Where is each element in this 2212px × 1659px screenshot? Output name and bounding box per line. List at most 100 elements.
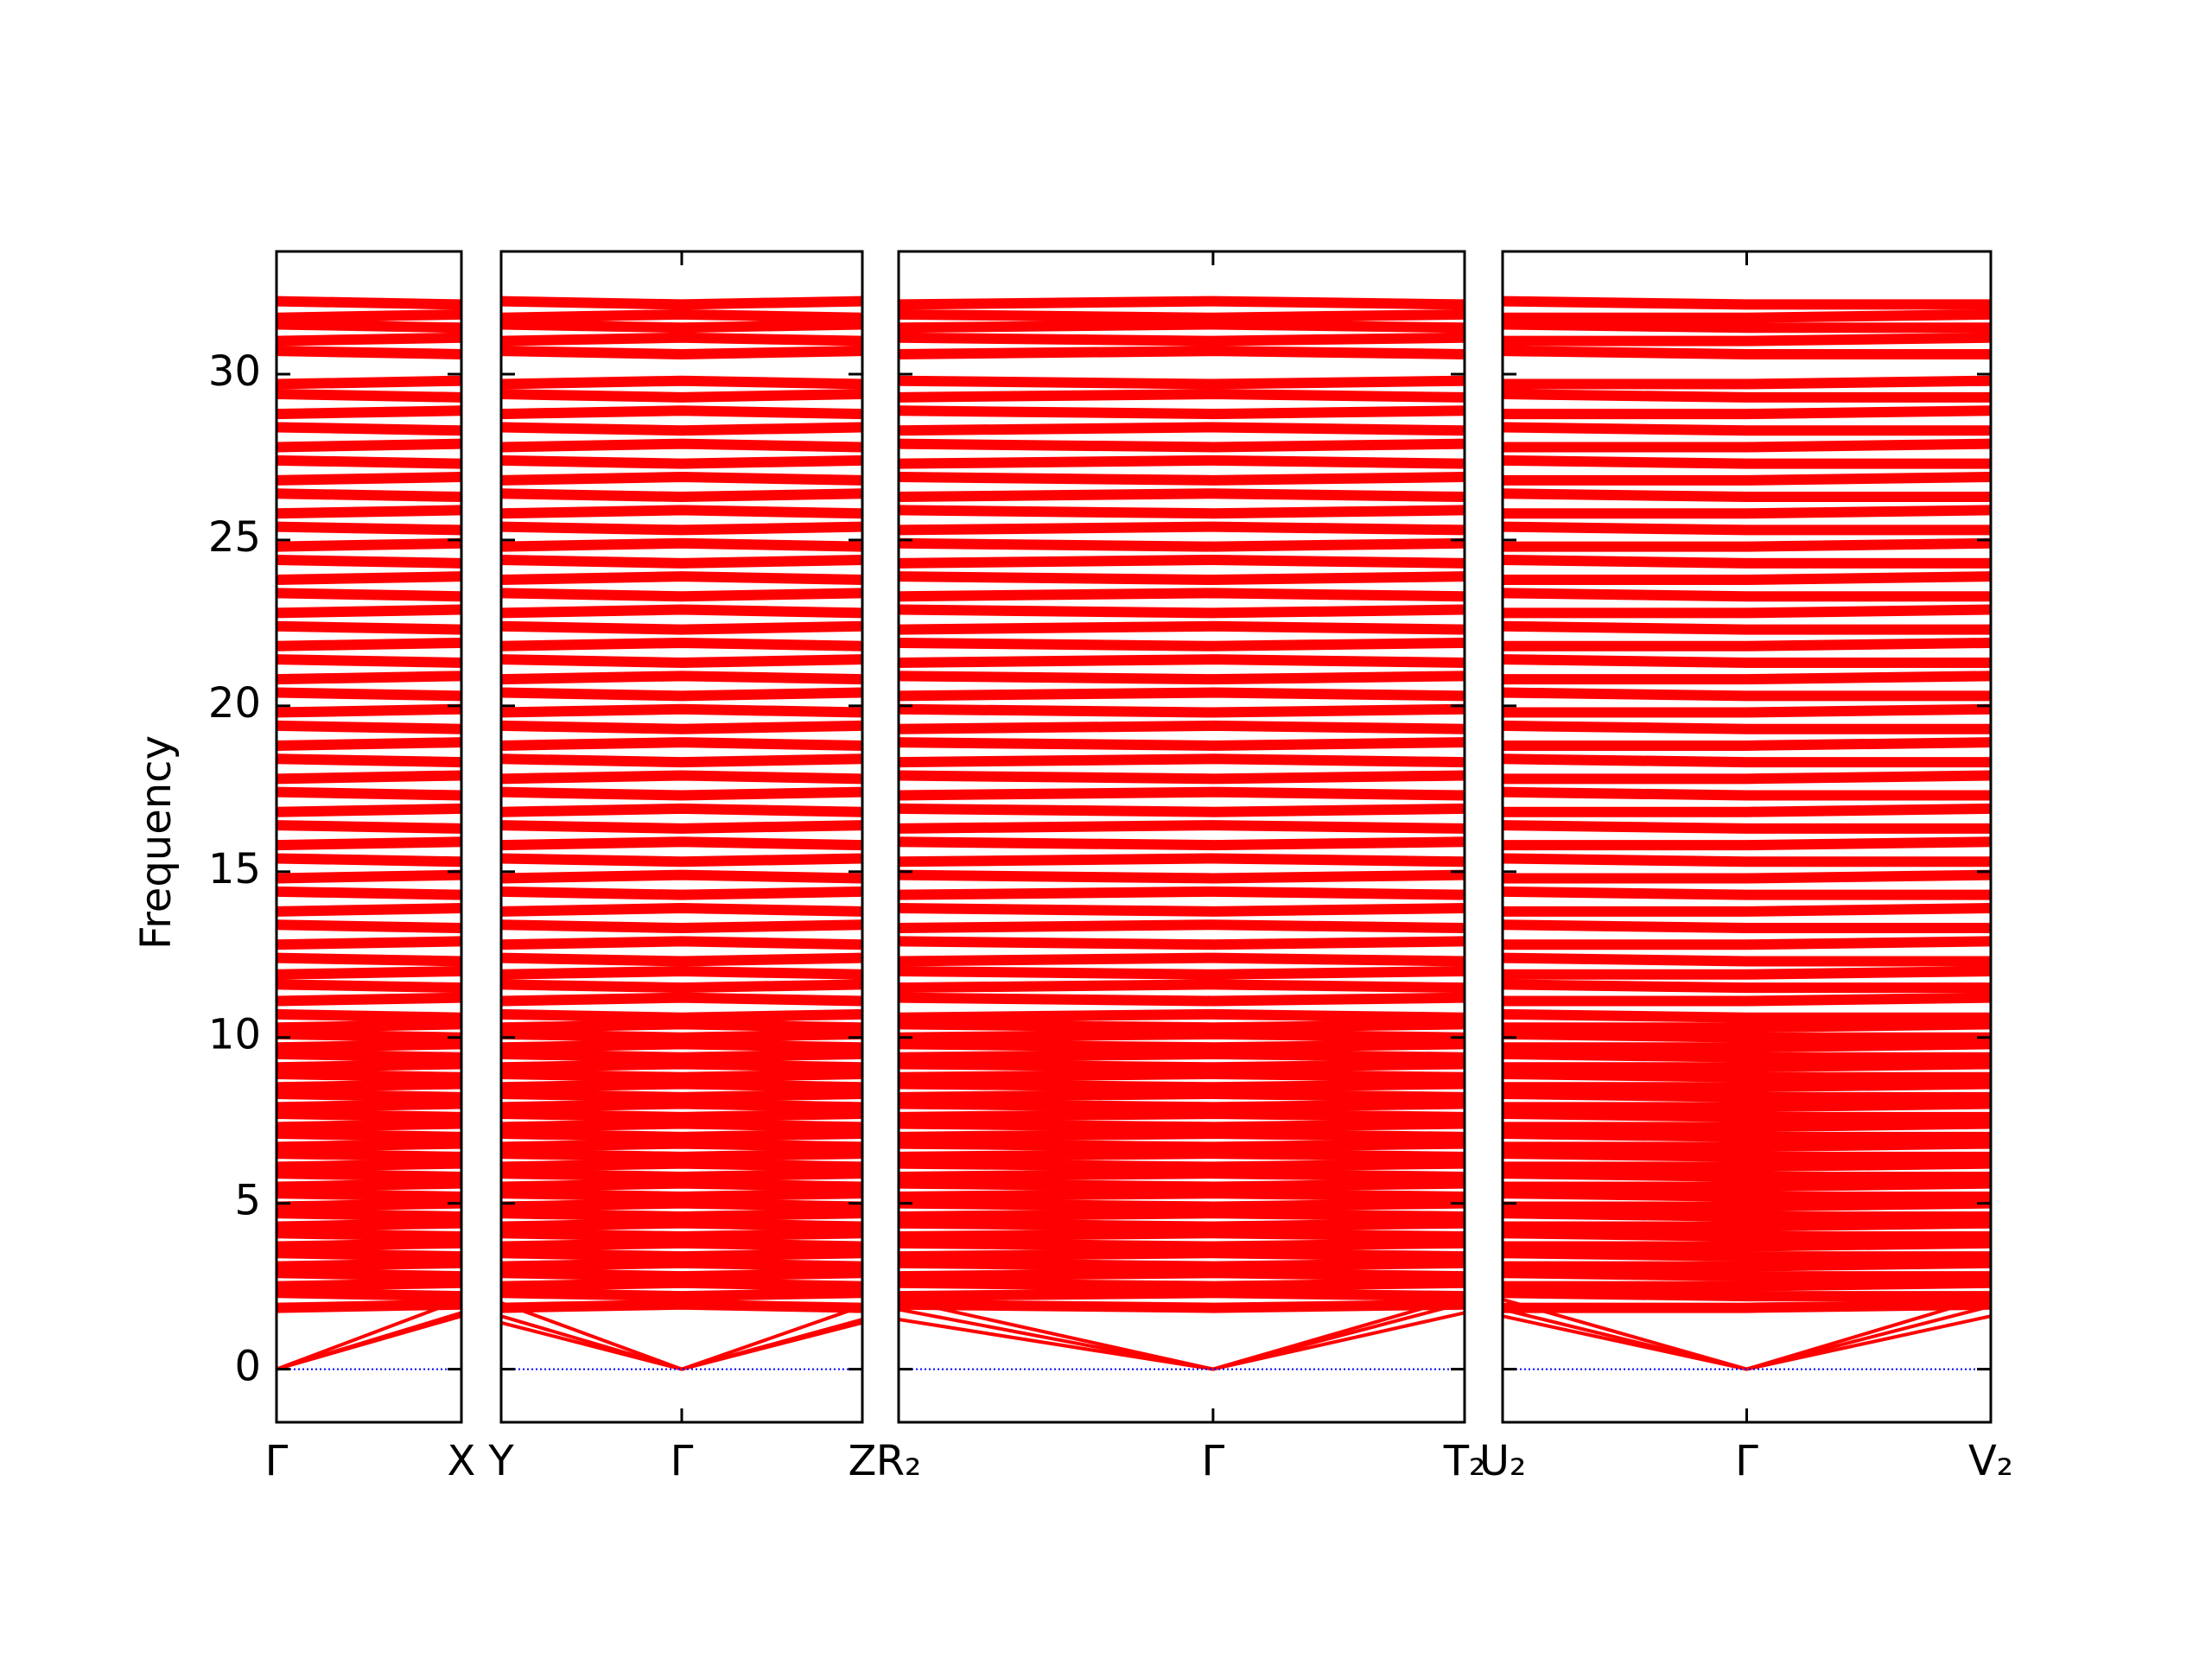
- band-line: [500, 654, 863, 668]
- band-line: [1502, 1088, 1991, 1103]
- band-line: [276, 671, 462, 685]
- band-line: [276, 620, 462, 635]
- band-line: [1502, 687, 1991, 702]
- band-line: [1502, 346, 1991, 359]
- band-line: [276, 1109, 462, 1122]
- band-line: [276, 753, 462, 768]
- band-line: [276, 1248, 462, 1262]
- band-line: [500, 389, 863, 403]
- band-line: [276, 319, 462, 334]
- band-line: [1502, 1228, 1991, 1243]
- band-line: [500, 472, 863, 486]
- y-tick-label: 20: [208, 679, 261, 728]
- band-line: [276, 505, 462, 519]
- band-line: [898, 965, 1465, 980]
- band-line: [898, 836, 1465, 851]
- band-line: [500, 454, 863, 469]
- band-line: [500, 803, 863, 817]
- band-line: [500, 903, 863, 917]
- band-line: [1503, 604, 1992, 619]
- band-line: [898, 588, 1465, 602]
- band-line: [898, 1248, 1465, 1262]
- band-line: [500, 438, 863, 453]
- band-line: [500, 1068, 863, 1083]
- band-line: [500, 1158, 863, 1173]
- band-line: [1502, 853, 1991, 868]
- band-line: [1502, 454, 1991, 469]
- band-line: [1502, 1168, 1991, 1182]
- band-line: [1502, 952, 1991, 967]
- band-line: [500, 869, 863, 884]
- band-line: [1502, 1028, 1991, 1043]
- band-line: [1502, 1148, 1991, 1162]
- band-line: [1503, 1277, 1992, 1292]
- band-line: [276, 979, 462, 994]
- band-line: [500, 422, 863, 436]
- band-line: [276, 1039, 462, 1053]
- band-line: [1503, 1237, 1992, 1252]
- band-line: [500, 1008, 863, 1023]
- band-line: [898, 554, 1465, 569]
- band-line: [500, 992, 863, 1007]
- band-line: [1503, 637, 1992, 652]
- band-line: [276, 1078, 462, 1093]
- x-tick-label: Γ: [1735, 1437, 1758, 1485]
- band-line: [1502, 1248, 1991, 1262]
- band-line: [276, 588, 462, 602]
- band-line: [898, 319, 1465, 334]
- band-line: [1503, 1198, 1992, 1212]
- band-line: [898, 919, 1465, 934]
- band-line: [1502, 1008, 1991, 1023]
- band-line: [500, 1300, 863, 1371]
- band-line: [1503, 332, 1992, 346]
- x-tick-label: Y: [487, 1437, 514, 1485]
- band-line: [276, 554, 462, 569]
- band-line: [898, 770, 1465, 785]
- band-line: [898, 1058, 1465, 1073]
- band-line: [276, 405, 462, 420]
- band-line: [276, 1311, 462, 1371]
- band-line: [276, 1138, 462, 1153]
- band-line: [500, 1257, 863, 1272]
- band-line: [500, 919, 863, 934]
- band-line: [1502, 753, 1991, 768]
- band-line: [500, 346, 863, 359]
- band-line: [276, 332, 462, 346]
- band-line: [1503, 1257, 1992, 1272]
- band-line: [500, 1320, 863, 1371]
- band-line: [500, 1277, 863, 1292]
- band-line: [500, 979, 863, 994]
- band-line: [898, 1300, 1465, 1371]
- band-line: [1503, 1178, 1992, 1192]
- band-line: [276, 1208, 462, 1223]
- band-line: [898, 1118, 1465, 1133]
- band-line: [500, 1039, 863, 1053]
- band-line: [898, 1109, 1465, 1122]
- band-line: [898, 654, 1465, 668]
- band-line: [1502, 319, 1991, 334]
- band-line: [276, 803, 462, 817]
- band-line: [1503, 1058, 1992, 1073]
- y-axis-label: Frequency: [132, 735, 181, 950]
- band-line: [898, 671, 1465, 685]
- band-line: [898, 720, 1465, 734]
- band-line: [1502, 488, 1991, 503]
- band-line: [276, 1098, 462, 1113]
- band-line: [276, 1237, 462, 1252]
- band-line: [276, 488, 462, 503]
- band-line: [500, 588, 863, 602]
- band-line: [276, 1268, 462, 1282]
- x-tick-label: X: [448, 1437, 476, 1485]
- band-line: [276, 1198, 462, 1212]
- band-line: [500, 1078, 863, 1093]
- band-line: [500, 521, 863, 536]
- band-line: [276, 1128, 462, 1142]
- band-line: [276, 919, 462, 934]
- band-line: [500, 1098, 863, 1113]
- band-line: [1503, 869, 1992, 884]
- band-line: [898, 687, 1465, 702]
- band-line: [898, 1237, 1465, 1252]
- band-line: [898, 1294, 1465, 1371]
